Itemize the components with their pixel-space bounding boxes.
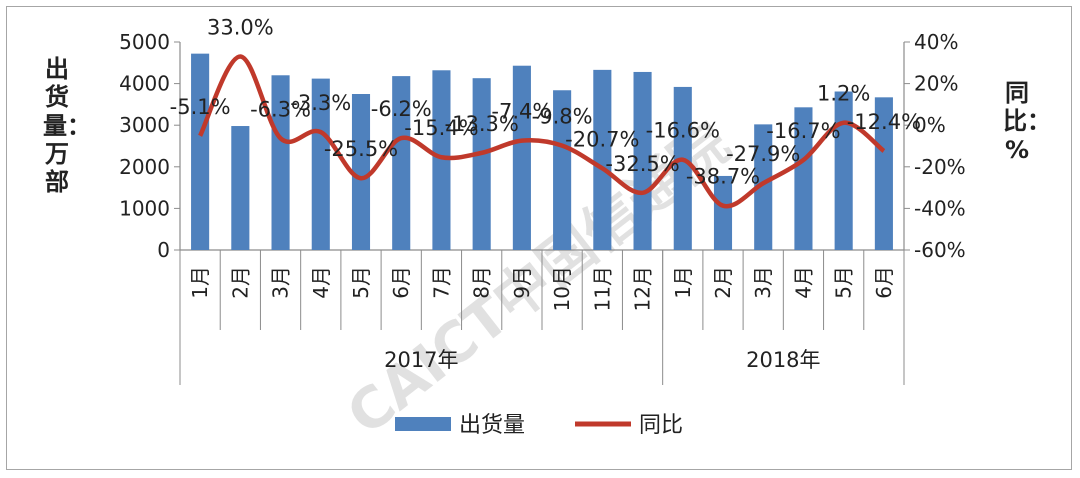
legend-swatch-bar [395, 417, 451, 431]
x-tick-label: 11月 [590, 266, 614, 311]
data-label: -12.4% [847, 110, 921, 134]
bar [432, 70, 451, 250]
x-tick-label: 1月 [671, 266, 695, 299]
data-label: -13.3% [445, 112, 519, 136]
y-axis-title-left: 出货量：万部 [43, 55, 91, 197]
x-tick-label: 8月 [470, 266, 494, 299]
x-tick-label: 4月 [791, 266, 815, 299]
combo-chart: CAICT中国信通院 010002000300040005000-60%-40%… [119, 16, 966, 448]
data-labels: -5.1% 33.0% -6.3%-3.3% -25.5% -6.2%-15.4%-13… [170, 16, 921, 189]
bar [673, 86, 692, 250]
bar [794, 107, 813, 250]
y-tick-label-left: 3000 [119, 113, 170, 137]
legend: 出货量 同比 [395, 413, 683, 438]
bar [392, 76, 411, 250]
bar [874, 97, 893, 250]
legend-label-bar: 出货量 [459, 413, 525, 438]
y-tick-label-right: -20% [914, 155, 966, 179]
data-label: -20.7% [565, 127, 639, 151]
x-tick-label: 5月 [832, 266, 856, 299]
bar [593, 69, 612, 250]
y-tick-label-right: -60% [914, 238, 966, 262]
group-label: 2018年 [746, 348, 820, 372]
x-tick-label: 12月 [631, 266, 655, 311]
data-label: -6.3% [250, 97, 311, 121]
yoy-line [198, 54, 886, 209]
x-tick-label: 1月 [188, 266, 212, 299]
group-label: 2017年 [384, 348, 458, 372]
bar [271, 75, 290, 250]
y-tick-label-right: 40% [914, 30, 958, 54]
data-label: -16.6% [646, 119, 720, 143]
data-label: -3.3% [290, 91, 351, 115]
bar-series [191, 53, 893, 251]
x-tick-label: 3月 [269, 266, 293, 299]
data-label: 33.0% [207, 16, 274, 40]
y-tick-label-right: 0% [914, 113, 946, 137]
x-tick-label: 2月 [711, 266, 735, 299]
bar [834, 91, 853, 250]
data-label: -27.9% [726, 142, 800, 166]
y-tick-label-left: 4000 [119, 72, 170, 96]
data-label: -15.4% [404, 116, 478, 140]
bar [191, 53, 210, 251]
chart-frame: CAICT中国信通院 0 1000 2000 3000 4000 5000 -60% -40%… [6, 6, 1072, 470]
bar [311, 78, 330, 250]
bar [231, 126, 250, 250]
x-axis: 1月 2月 3月 4月 5月 6月 7月 8月 9月 10月 11月 12月 1月 2月 3月 4月 5月 6月 2… [179, 250, 905, 385]
data-label: -5.1% [170, 95, 231, 119]
y-tick-label-left: 0 [157, 238, 170, 262]
data-label: -6.2% [371, 97, 432, 121]
data-label: -32.5% [605, 152, 679, 176]
bar [472, 78, 491, 250]
data-label: -38.7% [686, 165, 760, 189]
bar [351, 94, 371, 250]
y-tick-label-left: 5000 [119, 30, 170, 54]
y-tick-label-left: 1000 [119, 196, 170, 220]
x-tick-label: 5月 [349, 266, 373, 299]
data-label: -16.7% [766, 119, 840, 143]
bar [553, 90, 572, 250]
x-tick-label: 10月 [550, 266, 574, 311]
x-tick-label: 7月 [429, 266, 453, 299]
data-label: 1.2% [817, 82, 870, 106]
bar [713, 175, 733, 250]
y-tick-label-left: 2000 [119, 155, 170, 179]
x-tick-label: 6月 [389, 266, 413, 299]
legend-label-line: 同比 [639, 413, 683, 438]
x-tick-label: 2月 [228, 266, 252, 299]
y-axis-title-right: 同比：% [1003, 79, 1051, 164]
y-tick-label-right: -40% [914, 196, 966, 220]
data-label: -25.5% [324, 137, 398, 161]
data-label: -9.8% [532, 105, 593, 129]
x-tick-label: 9月 [510, 266, 534, 299]
line-series [198, 54, 886, 209]
x-tick-label: 6月 [872, 266, 896, 299]
y-tick-label-right: 20% [914, 72, 958, 96]
x-tick-label: 4月 [309, 266, 333, 299]
bar [754, 124, 773, 250]
bar [512, 65, 531, 250]
bar [633, 71, 652, 251]
data-label: -7.4% [491, 100, 552, 124]
x-tick-label: 3月 [751, 266, 775, 299]
